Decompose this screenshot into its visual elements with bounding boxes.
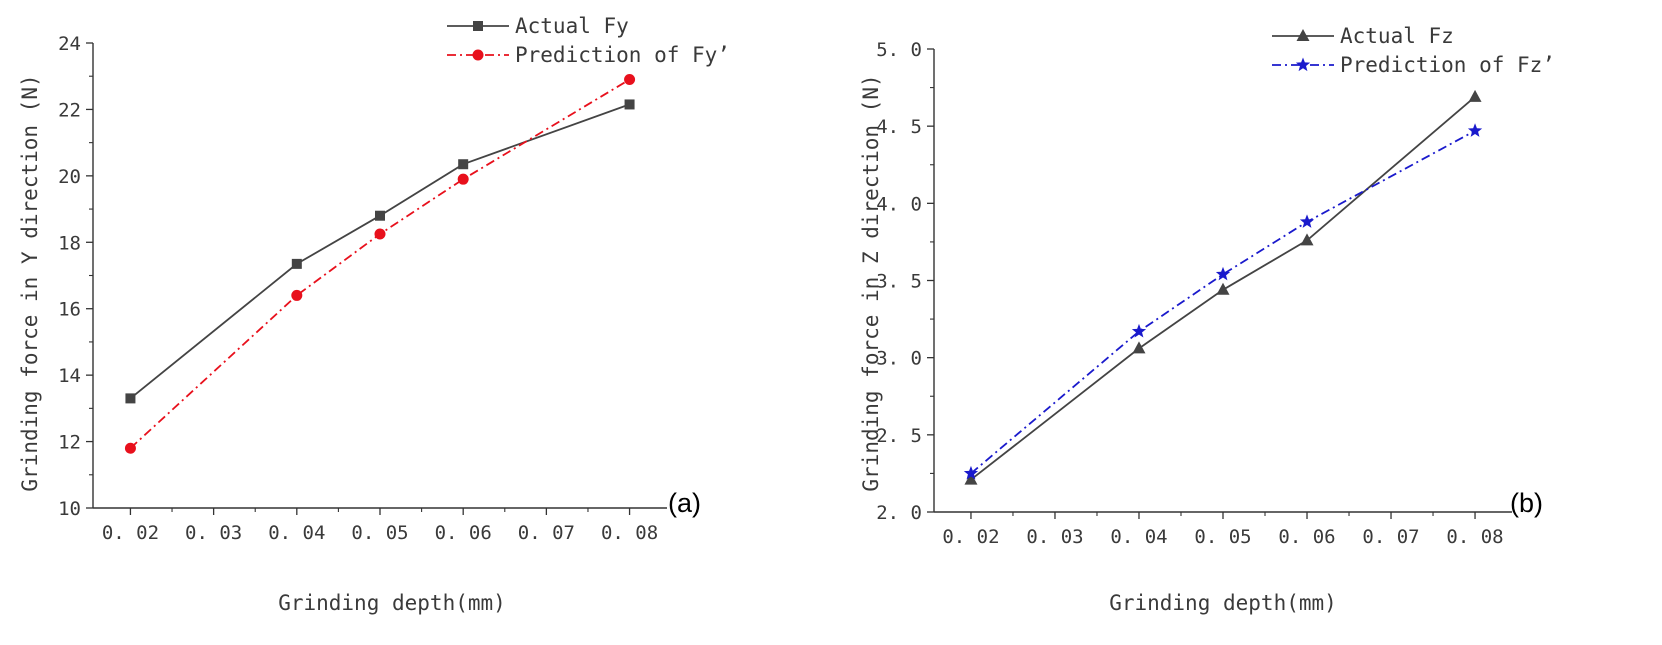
series-prediction-of-fz: [963, 123, 1483, 480]
x-tick-label: 0. 04: [268, 522, 325, 544]
x-tick-label: 0. 08: [601, 522, 658, 544]
data-point-actual-fy: [624, 99, 635, 110]
x-tick-label: 0. 03: [1026, 526, 1083, 548]
legend-marker-shape: [473, 21, 483, 31]
legend-marker-actual-fy: [473, 21, 483, 31]
data-point-prediction-of-fy: [374, 228, 386, 240]
data-point-prediction-of-fy: [124, 442, 136, 454]
y-tick-label: 24: [58, 33, 81, 55]
legend-marker-shape: [1295, 57, 1311, 72]
y-tick-label: 12: [58, 432, 81, 454]
data-point-prediction-of-fz: [1215, 266, 1231, 281]
series-actual-fz: [964, 89, 1482, 485]
legend-marker-shape: [1296, 29, 1310, 41]
data-point-actual-fy: [458, 159, 469, 170]
legend-label-actual-fz: Actual Fz: [1340, 24, 1454, 48]
x-tick-label: 0. 03: [185, 522, 242, 544]
y-tick-label: 2. 0: [876, 502, 922, 524]
chart-panel-b: 0. 02 0. 03 0. 04 0. 05 0. 06 0. 07 0. 08 2. 0 2…: [859, 24, 1555, 615]
series-group: [124, 74, 636, 454]
y-axis-label: Grinding force in Y direction (N): [18, 74, 42, 491]
x-tick-label: 0. 05: [1194, 526, 1251, 548]
legend-marker-prediction-fy: [472, 49, 484, 61]
data-point-prediction-of-fz: [963, 465, 979, 480]
legend: Actual Fz Prediction of Fz’: [1272, 24, 1555, 77]
data-point-actual-fz: [1468, 89, 1482, 102]
y-tick-label: 3. 0: [876, 348, 922, 370]
y-tick-label: 18: [58, 232, 81, 254]
panel-label: (b): [1510, 488, 1543, 518]
data-point-prediction-of-fz: [1467, 123, 1483, 137]
y-tick-label: 14: [58, 365, 81, 387]
data-point-actual-fz: [1300, 233, 1314, 246]
x-axis-label: Grinding depth(mm): [278, 591, 506, 615]
data-point-prediction-of-fz: [1299, 214, 1315, 228]
x-axis-label: Grinding depth(mm): [1109, 591, 1337, 615]
y-tick-label: 4. 5: [876, 116, 922, 138]
x-tick-label: 0. 08: [1446, 526, 1503, 548]
data-point-prediction-of-fy: [624, 74, 636, 86]
axes: [92, 43, 667, 509]
y-tick-label: 22: [58, 99, 81, 121]
data-point-prediction-of-fz: [1131, 323, 1147, 338]
legend-marker-prediction-fz: [1295, 57, 1311, 72]
series-prediction-of-fy: [124, 74, 636, 454]
x-tick-label: 0. 06: [1278, 526, 1335, 548]
series-line-prediction-of-fy: [129, 78, 631, 449]
panel-label: (a): [668, 488, 701, 518]
legend-label-prediction-fz: Prediction of Fz’: [1340, 53, 1555, 77]
legend-label-prediction-fy: Prediction of Fy’: [515, 43, 730, 67]
y-tick-label: 16: [58, 299, 81, 321]
y-axis-label: Grinding force in Z direction (N): [859, 74, 883, 491]
y-tick-label: 3. 5: [876, 271, 922, 293]
data-point-actual-fy: [375, 210, 385, 221]
legend: Actual Fy Prediction of Fy’: [447, 14, 730, 67]
chart-panel-a: 0. 02 0. 03 0. 04 0. 05 0. 06 0. 07 0. 08 10 12 1…: [18, 14, 730, 615]
x-tick-label: 0. 07: [1362, 526, 1419, 548]
series-group: [963, 89, 1483, 485]
series-line-actual-fy: [129, 103, 630, 400]
x-tick-label: 0. 04: [1110, 526, 1167, 548]
data-point-actual-fz: [1216, 282, 1230, 295]
x-tick-label: 0. 05: [351, 522, 408, 544]
y-tick-label: 2. 5: [876, 425, 922, 447]
data-point-actual-fz: [1132, 341, 1146, 354]
legend-marker-actual-fz: [1296, 29, 1310, 41]
data-point-actual-fy: [125, 393, 136, 404]
legend-label-actual-fy: Actual Fy: [515, 14, 629, 38]
series-line-prediction-of-fz: [970, 130, 1476, 475]
series-actual-fy: [125, 99, 635, 404]
legend-marker-shape: [472, 49, 484, 61]
ticks: 0. 02 0. 03 0. 04 0. 05 0. 06 0. 07 0. 08 10 12 1…: [58, 33, 658, 544]
data-point-actual-fy: [291, 258, 302, 269]
y-tick-label: 4. 0: [876, 193, 922, 215]
x-tick-label: 0. 06: [435, 522, 492, 544]
x-tick-label: 0. 07: [518, 522, 575, 544]
ticks: 0. 02 0. 03 0. 04 0. 05 0. 06 0. 07 0. 08 2. 0 2…: [876, 39, 1503, 548]
x-tick-label: 0. 02: [942, 526, 999, 548]
y-tick-label: 5. 0: [876, 39, 922, 61]
data-point-prediction-of-fy: [457, 173, 469, 185]
x-tick-label: 0. 02: [102, 522, 159, 544]
y-tick-label: 10: [58, 498, 81, 520]
data-point-prediction-of-fy: [291, 289, 303, 301]
axes: [933, 49, 1512, 513]
y-tick-label: 20: [58, 166, 81, 188]
data-point-actual-fz: [964, 472, 978, 485]
